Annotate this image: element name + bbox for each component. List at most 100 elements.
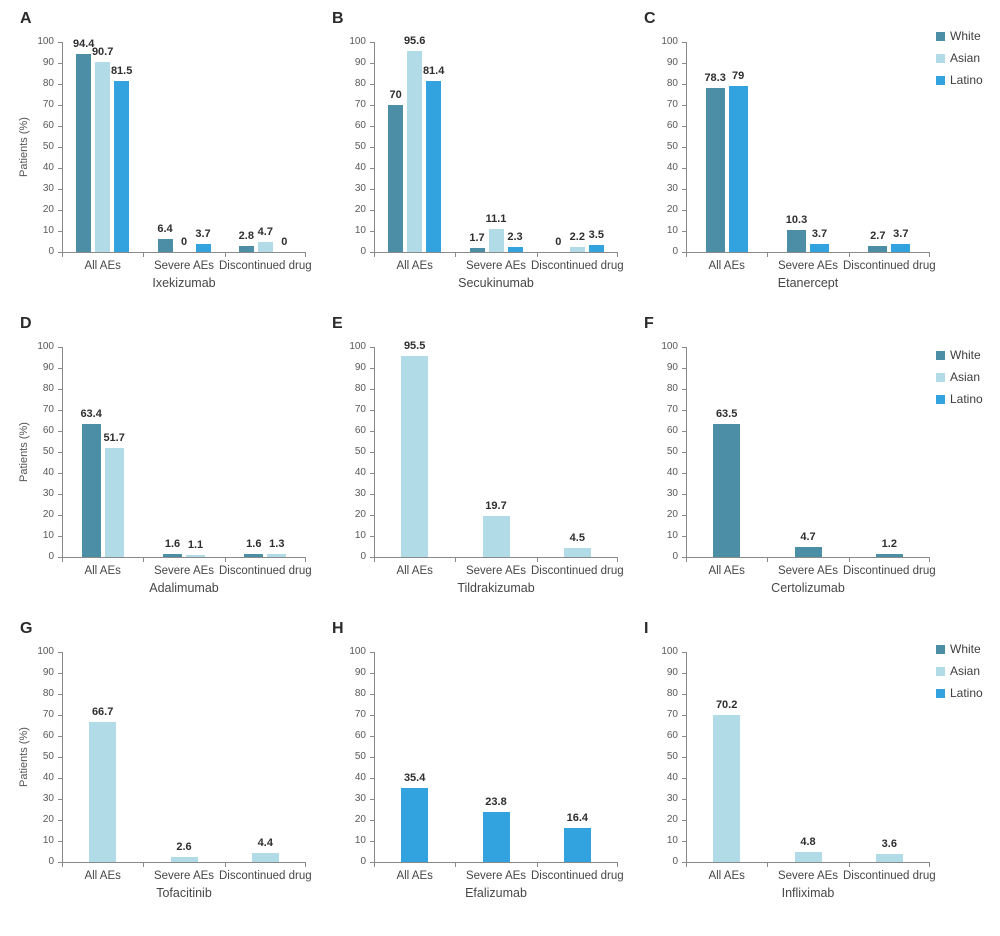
y-tick-label: 30 (666, 793, 678, 804)
legend-item-latino: Latino (936, 687, 1000, 699)
y-tick-mark (370, 125, 374, 127)
y-tick-mark (58, 472, 62, 474)
x-tick-mark (617, 863, 618, 867)
bar-asian-2 (267, 554, 287, 557)
legend-item-white: White (936, 643, 1000, 655)
y-tick-mark (58, 41, 62, 43)
y-tick-mark (370, 840, 374, 842)
bar-asian-2 (257, 242, 273, 252)
bar-asian-2 (563, 547, 591, 557)
legend-swatch-icon (936, 394, 945, 404)
y-tick-mark (370, 367, 374, 369)
y-tick-label: 50 (666, 446, 678, 457)
bar-white-0 (81, 423, 101, 557)
y-tick-label: 50 (42, 751, 54, 762)
y-tick-label: 90 (42, 362, 54, 373)
chart-row: A Patients (%) 0 10 20 30 40 50 60 70 80 90 100 All A… (0, 0, 1000, 305)
category-label: Severe AEs (465, 260, 527, 272)
bar-value-label: 0 (180, 236, 188, 248)
bar-value-label: 19.7 (485, 499, 507, 512)
panel-letter: A (20, 10, 32, 27)
bar-white-0 (76, 53, 92, 252)
plot-area: 0 10 20 30 40 50 60 70 80 90 100 All AEs 94.4 90.7 81.… (37, 36, 311, 272)
legend-label: Asian (950, 370, 981, 384)
bar-value-label: 2.8 (238, 230, 254, 243)
legend-label: Latino (950, 73, 983, 87)
y-tick-label: 90 (42, 57, 54, 68)
y-tick-label: 100 (349, 646, 366, 657)
y-tick-mark (58, 346, 62, 348)
y-tick-mark (58, 146, 62, 148)
plot-area: 0 10 20 30 40 50 60 70 80 90 100 All AEs 95.5 Severe … (349, 340, 623, 577)
y-tick-mark (682, 451, 686, 453)
y-tick-label: 80 (42, 383, 54, 394)
x-axis-line (686, 557, 930, 558)
drug-name-label: Ixekizumab (152, 276, 216, 290)
y-tick-mark (58, 651, 62, 653)
y-tick-mark (58, 167, 62, 169)
y-tick-mark (370, 251, 374, 253)
y-tick-mark (58, 777, 62, 779)
y-tick-label: 80 (354, 383, 366, 394)
legend-swatch-icon (936, 53, 945, 63)
category-label: All AEs (84, 260, 121, 272)
y-tick-mark (682, 798, 686, 800)
category-label: Discontinued drug (530, 870, 624, 882)
x-tick-mark (62, 863, 63, 867)
category-label: Discontinued drug (530, 260, 624, 272)
x-tick-mark (536, 863, 538, 867)
y-tick-label: 10 (666, 835, 678, 846)
y-tick-label: 0 (672, 856, 678, 867)
bar-white-1 (794, 547, 822, 557)
y-tick-mark (682, 83, 686, 85)
category-label: Discontinued drug (218, 870, 312, 882)
legend-swatch-icon (936, 372, 945, 382)
bar-value-label: 51.7 (103, 432, 125, 445)
y-tick-mark (682, 714, 686, 716)
x-tick-mark (767, 863, 769, 867)
bar-white-2 (868, 246, 888, 252)
y-tick-label: 30 (354, 793, 366, 804)
drug-name-label: Tofacitinib (156, 886, 212, 900)
legend-item-latino: Latino (936, 393, 1000, 405)
bar-asian-0 (713, 714, 741, 862)
y-tick-label: 20 (666, 814, 678, 825)
panel-F: F 0 10 20 30 40 50 60 70 80 90 100 All AEs 63.5 Severe… (624, 305, 936, 610)
panel-letter: I (644, 620, 649, 637)
y-tick-label: 100 (661, 341, 678, 352)
panel-letter: B (332, 10, 344, 27)
bar-value-label: 10.3 (785, 214, 808, 227)
y-tick-label: 10 (354, 835, 366, 846)
y-tick-label: 90 (354, 667, 366, 678)
bar-value-label: 1.2 (881, 538, 897, 551)
y-tick-mark (682, 104, 686, 106)
bar-value-label: 0 (555, 236, 562, 248)
drug-name-label: Etanercept (777, 276, 839, 290)
y-tick-label: 100 (37, 646, 54, 657)
y-tick-label: 0 (48, 551, 54, 562)
y-tick-label: 70 (666, 709, 678, 720)
plot-area: 0 10 20 30 40 50 60 70 80 90 100 All AEs 70.2 Severe … (661, 646, 935, 882)
category-label: All AEs (84, 565, 121, 577)
y-tick-mark (682, 230, 686, 232)
y-tick-label: 20 (354, 509, 366, 520)
bar-value-label: 90.7 (91, 45, 114, 58)
category-label: Severe AEs (153, 870, 215, 882)
legend-label: Latino (950, 392, 983, 406)
y-tick-label: 20 (354, 204, 366, 215)
y-tick-mark (370, 409, 374, 411)
bar-white-1 (163, 553, 182, 557)
bar-value-label: 95.6 (403, 35, 426, 48)
category-label: All AEs (708, 870, 745, 882)
y-tick-mark (682, 756, 686, 758)
bar-latino-2 (563, 827, 591, 862)
y-tick-label: 100 (349, 36, 366, 47)
y-tick-mark (370, 693, 374, 695)
y-tick-mark (370, 535, 374, 537)
y-tick-label: 50 (354, 141, 366, 152)
y-tick-label: 0 (672, 551, 678, 562)
category-label: Severe AEs (153, 260, 215, 272)
y-tick-mark (370, 167, 374, 169)
bar-asian-1 (482, 515, 510, 557)
y-tick-label: 90 (666, 362, 678, 373)
